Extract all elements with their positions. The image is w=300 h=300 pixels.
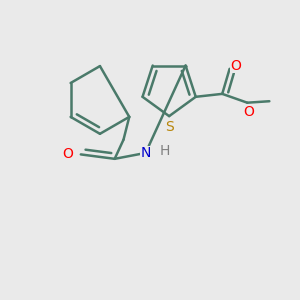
Text: O: O [63,147,74,161]
Text: O: O [230,59,241,73]
Text: H: H [160,145,170,158]
Text: N: N [140,146,151,160]
Text: S: S [165,120,173,134]
Text: O: O [243,104,254,118]
